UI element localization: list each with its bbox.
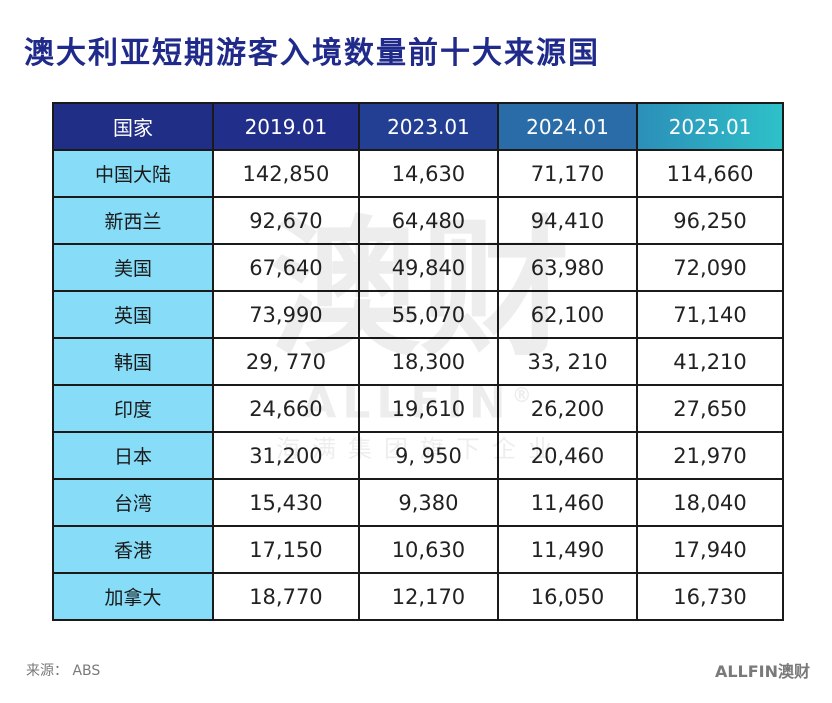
table-row: 英国 73,990 55,070 62,100 71,140 bbox=[52, 290, 784, 339]
header-2019-01: 2019.01 bbox=[212, 102, 360, 151]
table-row: 美国 67,640 49,840 63,980 72,090 bbox=[52, 243, 784, 292]
value-cell: 114,660 bbox=[636, 149, 784, 198]
region-cell: 日本 bbox=[52, 431, 214, 480]
header-2025-01: 2025.01 bbox=[636, 102, 784, 151]
value-cell: 41,210 bbox=[636, 337, 784, 386]
value-cell: 64,480 bbox=[357, 196, 499, 245]
table-row: 中国大陆 142,850 14,630 71,170 114,660 bbox=[52, 149, 784, 198]
value-cell: 49,840 bbox=[357, 243, 499, 292]
value-cell: 26,200 bbox=[496, 384, 639, 433]
value-cell: 24,660 bbox=[212, 384, 360, 433]
value-cell: 16,730 bbox=[636, 572, 784, 621]
value-cell: 21,970 bbox=[636, 431, 784, 480]
region-cell: 韩国 bbox=[52, 337, 214, 386]
value-cell: 27,650 bbox=[636, 384, 784, 433]
value-cell: 67,640 bbox=[212, 243, 360, 292]
value-cell: 18,770 bbox=[212, 572, 360, 621]
value-cell: 14,630 bbox=[357, 149, 499, 198]
value-cell: 16,050 bbox=[496, 572, 639, 621]
table-header-row: 国家 2019.01 2023.01 2024.01 2025.01 bbox=[52, 102, 784, 151]
region-cell: 台湾 bbox=[52, 478, 214, 527]
value-cell: 62,100 bbox=[496, 290, 639, 339]
value-cell: 9,380 bbox=[357, 478, 499, 527]
value-cell: 71,140 bbox=[636, 290, 784, 339]
table-row: 香港 17,150 10,630 11,490 17,940 bbox=[52, 525, 784, 574]
brand-logo: ALLFIN澳财 bbox=[714, 662, 810, 681]
region-cell: 美国 bbox=[52, 243, 214, 292]
region-cell: 新西兰 bbox=[52, 196, 214, 245]
value-cell: 72,090 bbox=[636, 243, 784, 292]
value-cell: 9, 950 bbox=[357, 431, 499, 480]
value-cell: 55,070 bbox=[357, 290, 499, 339]
page-title: 澳大利亚短期游客入境数量前十大来源国 bbox=[24, 36, 600, 71]
value-cell: 17,940 bbox=[636, 525, 784, 574]
value-cell: 33, 210 bbox=[496, 337, 639, 386]
value-cell: 94,410 bbox=[496, 196, 639, 245]
value-cell: 96,250 bbox=[636, 196, 784, 245]
value-cell: 10,630 bbox=[357, 525, 499, 574]
table-row: 加拿大 18,770 12,170 16,050 16,730 bbox=[52, 572, 784, 621]
value-cell: 73,990 bbox=[212, 290, 360, 339]
value-cell: 18,040 bbox=[636, 478, 784, 527]
value-cell: 12,170 bbox=[357, 572, 499, 621]
table-row: 印度 24,660 19,610 26,200 27,650 bbox=[52, 384, 784, 433]
data-table: 国家 2019.01 2023.01 2024.01 2025.01 中国大陆 … bbox=[52, 102, 784, 621]
region-cell: 英国 bbox=[52, 290, 214, 339]
value-cell: 20,460 bbox=[496, 431, 639, 480]
value-cell: 92,670 bbox=[212, 196, 360, 245]
header-2024-01: 2024.01 bbox=[496, 102, 639, 151]
value-cell: 142,850 bbox=[212, 149, 360, 198]
region-cell: 印度 bbox=[52, 384, 214, 433]
value-cell: 11,490 bbox=[496, 525, 639, 574]
value-cell: 11,460 bbox=[496, 478, 639, 527]
region-cell: 中国大陆 bbox=[52, 149, 214, 198]
value-cell: 17,150 bbox=[212, 525, 360, 574]
region-cell: 香港 bbox=[52, 525, 214, 574]
table-row: 韩国 29, 770 18,300 33, 210 41,210 bbox=[52, 337, 784, 386]
value-cell: 15,430 bbox=[212, 478, 360, 527]
source-note: 来源： ABS bbox=[26, 663, 101, 679]
header-country: 国家 bbox=[52, 102, 214, 151]
value-cell: 71,170 bbox=[496, 149, 639, 198]
value-cell: 18,300 bbox=[357, 337, 499, 386]
value-cell: 29, 770 bbox=[212, 337, 360, 386]
value-cell: 63,980 bbox=[496, 243, 639, 292]
table-row: 台湾 15,430 9,380 11,460 18,040 bbox=[52, 478, 784, 527]
table-row: 日本 31,200 9, 950 20,460 21,970 bbox=[52, 431, 784, 480]
value-cell: 19,610 bbox=[357, 384, 499, 433]
header-2023-01: 2023.01 bbox=[357, 102, 499, 151]
region-cell: 加拿大 bbox=[52, 572, 214, 621]
value-cell: 31,200 bbox=[212, 431, 360, 480]
table-row: 新西兰 92,670 64,480 94,410 96,250 bbox=[52, 196, 784, 245]
